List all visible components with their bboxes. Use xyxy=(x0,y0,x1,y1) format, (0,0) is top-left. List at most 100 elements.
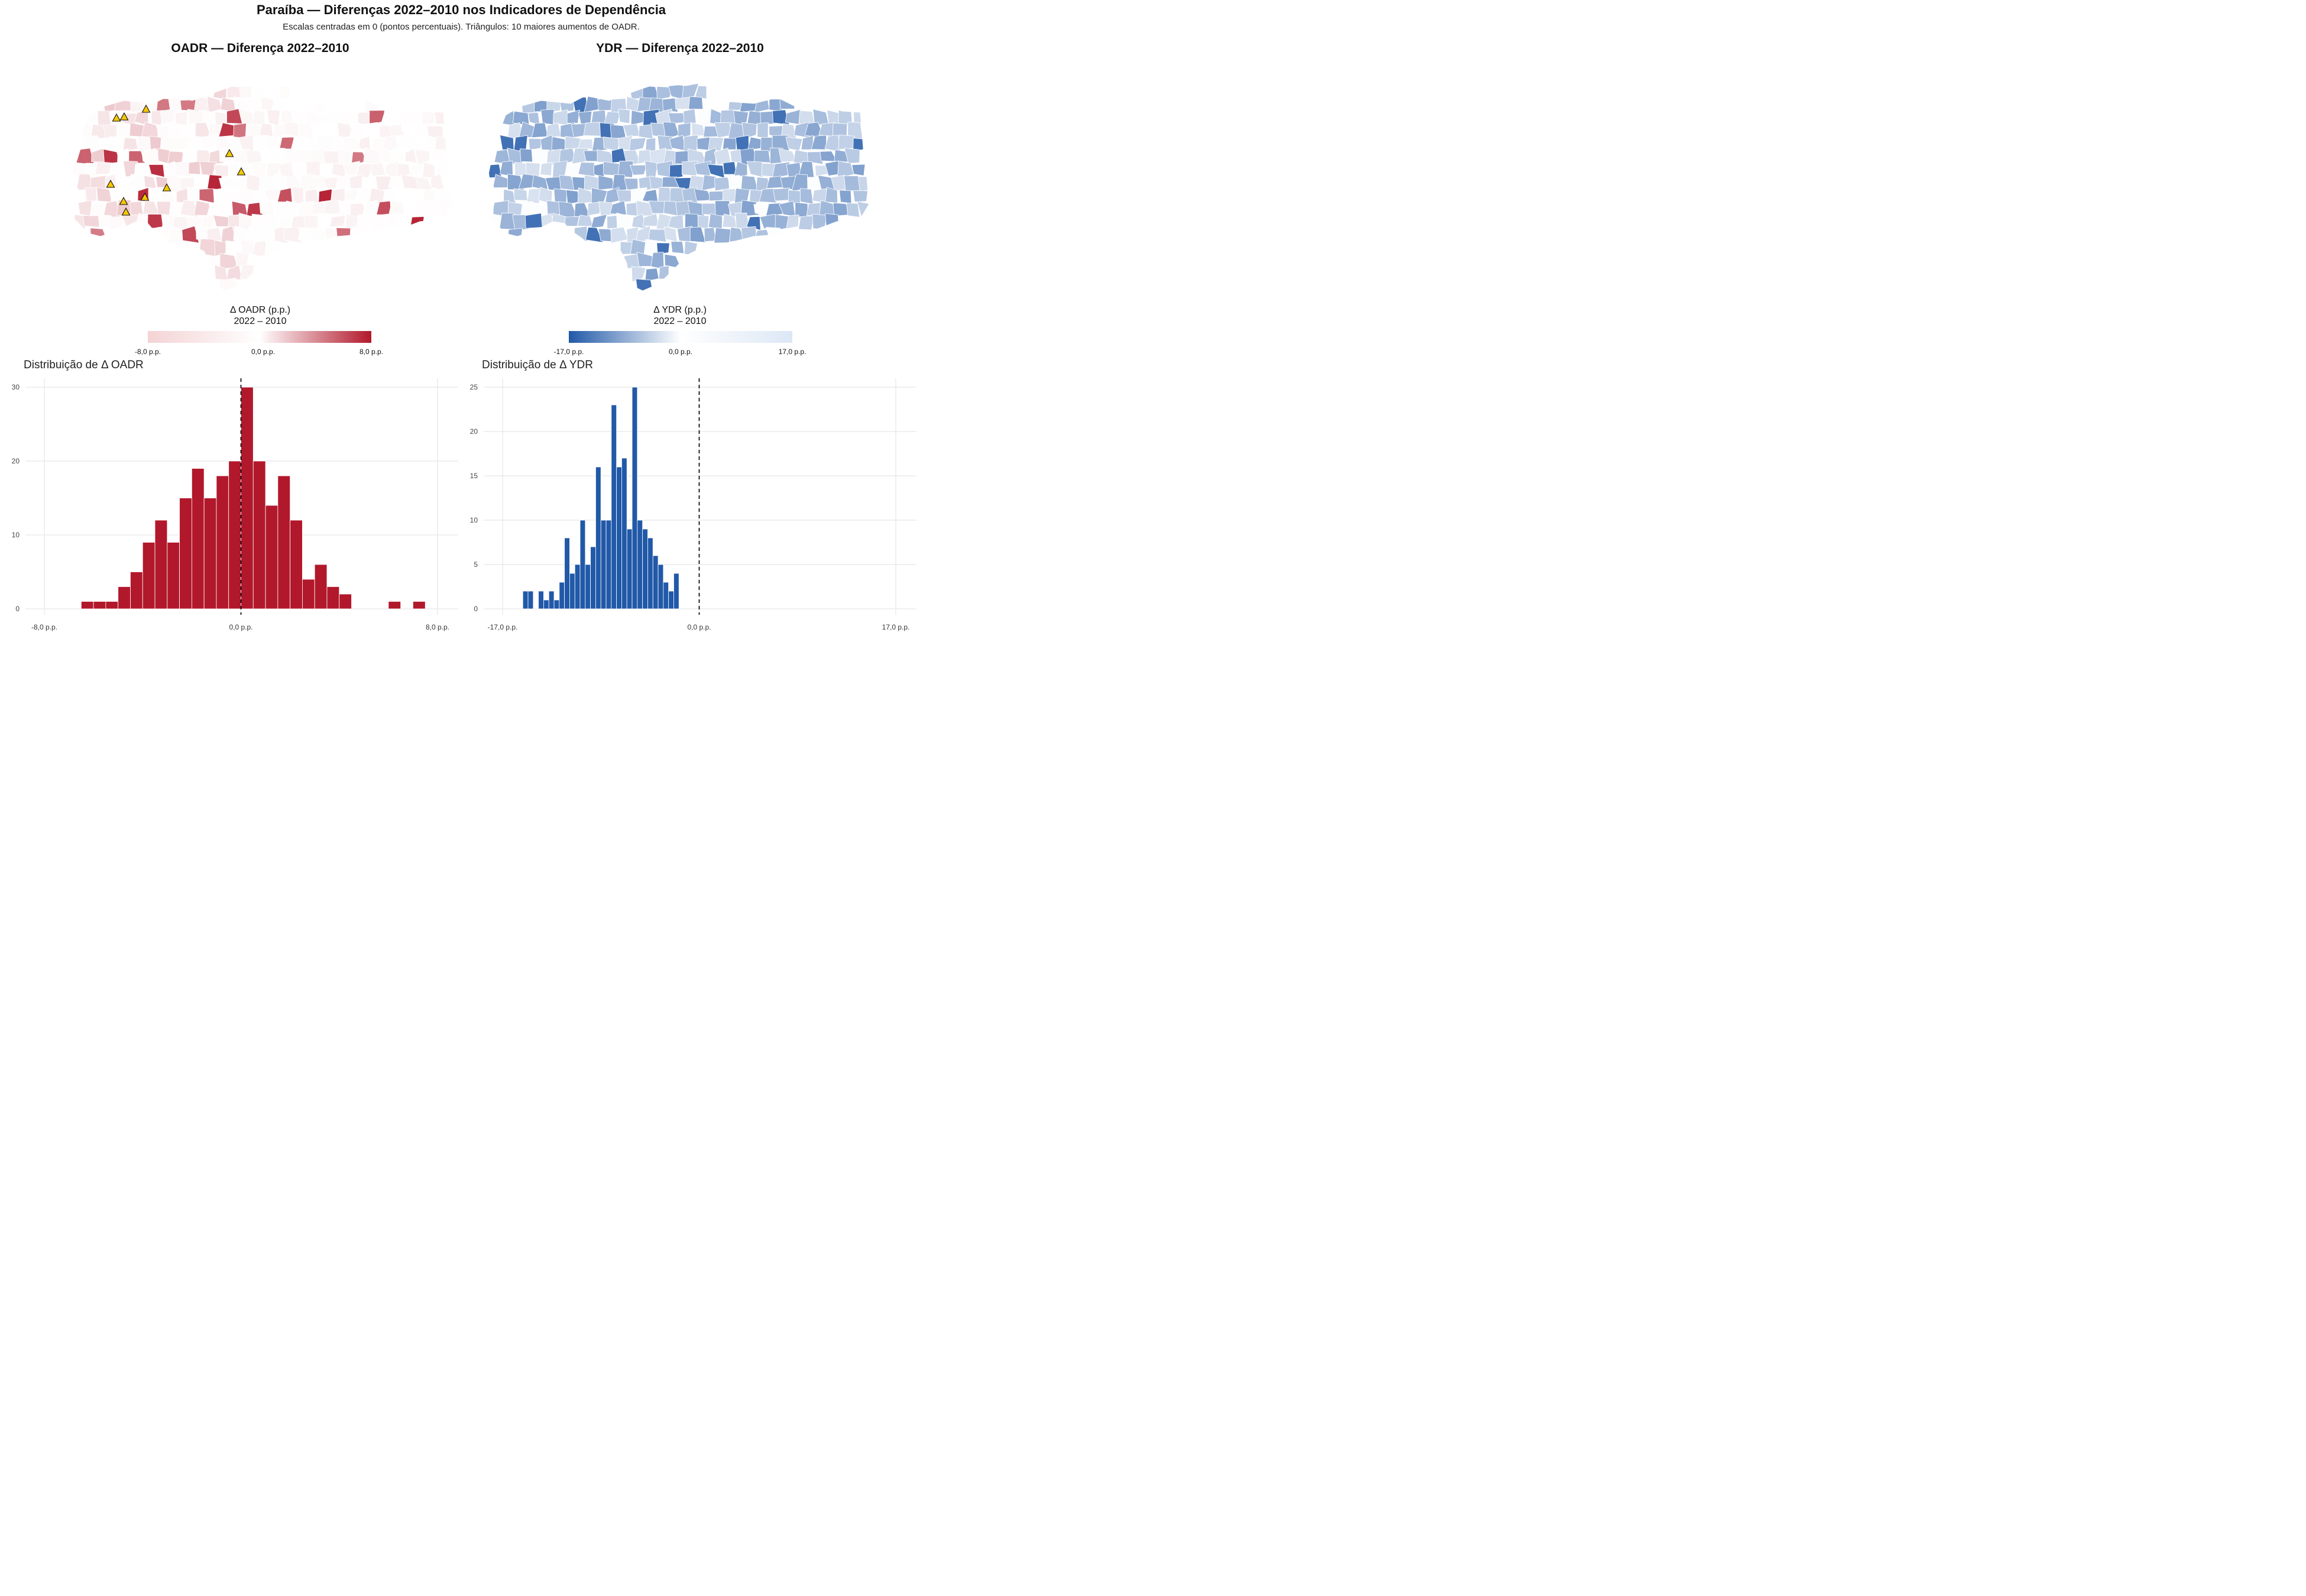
ydr-histogram-bar xyxy=(631,387,638,609)
oadr-municipality xyxy=(409,111,424,124)
ydr-histogram-bar xyxy=(543,599,549,609)
oadr-municipality xyxy=(284,121,302,137)
ydr-municipality xyxy=(611,174,627,192)
ydr-x-tick-label: -17,0 p.p. xyxy=(488,623,518,631)
ydr-municipality xyxy=(811,135,827,150)
oadr-municipality xyxy=(344,137,360,153)
oadr-municipality xyxy=(415,177,433,192)
oadr-legend-title: Δ OADR (p.p.) 2022 – 2010 xyxy=(30,304,491,327)
ydr-municipality xyxy=(644,160,659,178)
oadr-municipality xyxy=(95,161,112,175)
ydr-histogram-bar xyxy=(668,591,674,609)
oadr-municipality xyxy=(195,122,212,138)
oadr-municipality xyxy=(266,109,281,126)
oadr-municipality xyxy=(116,125,133,138)
oadr-municipality xyxy=(245,96,264,112)
oadr-municipality xyxy=(134,163,149,176)
oadr-municipality xyxy=(213,164,229,178)
oadr-municipality xyxy=(167,122,184,138)
ydr-municipality xyxy=(528,138,542,151)
ydr-municipality xyxy=(798,110,815,125)
oadr-map-title: OADR — Diferença 2022–2010 xyxy=(171,41,349,55)
ydr-municipality xyxy=(658,265,669,280)
ydr-histogram-bar xyxy=(579,520,586,609)
ydr-histogram-bar xyxy=(538,591,544,609)
oadr-municipality xyxy=(331,136,344,150)
ydr-y-tick-label: 15 xyxy=(470,472,478,480)
ydr-histogram-bar xyxy=(616,466,622,609)
ydr-municipality xyxy=(807,151,824,165)
oadr-municipality xyxy=(293,136,306,150)
oadr-municipality xyxy=(228,162,240,179)
ydr-municipality xyxy=(773,187,790,202)
oadr-y-tick-label: 30 xyxy=(12,383,20,391)
ydr-y-tick-label: 20 xyxy=(470,427,478,436)
oadr-top-increase-marker xyxy=(225,148,234,157)
oadr-municipality xyxy=(174,161,191,177)
ydr-histogram-bar xyxy=(647,537,653,609)
ydr-municipality xyxy=(799,188,814,205)
oadr-municipality xyxy=(433,187,451,204)
oadr-legend-title-line1: Δ OADR (p.p.) xyxy=(229,305,291,315)
ydr-municipality xyxy=(846,202,860,218)
oadr-municipality xyxy=(85,187,98,203)
oadr-histogram-bar xyxy=(105,601,119,609)
oadr-municipality xyxy=(128,150,145,164)
ydr-municipality xyxy=(779,98,795,109)
ydr-histogram-bar xyxy=(621,458,627,609)
ydr-municipality xyxy=(795,202,808,218)
ydr-histogram-bar xyxy=(642,528,648,609)
oadr-municipality xyxy=(409,163,424,176)
ydr-histogram-bar xyxy=(637,520,643,609)
oadr-histogram-bar xyxy=(388,601,401,609)
oadr-municipality xyxy=(199,238,216,257)
oadr-municipality xyxy=(423,135,436,151)
oadr-municipality xyxy=(82,109,98,122)
ydr-municipality xyxy=(598,175,615,190)
ydr-municipality xyxy=(629,137,646,152)
oadr-municipality xyxy=(213,83,227,100)
oadr-municipality xyxy=(385,213,399,229)
ydr-municipality xyxy=(759,213,777,229)
ydr-legend-title-line1: Δ YDR (p.p.) xyxy=(653,305,707,315)
oadr-municipality xyxy=(182,225,200,244)
oadr-municipality xyxy=(303,215,319,229)
oadr-municipality xyxy=(397,163,411,177)
ydr-municipality xyxy=(553,109,568,126)
ydr-municipality xyxy=(559,174,577,191)
oadr-municipality xyxy=(245,150,263,164)
ydr-municipality xyxy=(671,241,685,254)
oadr-municipality xyxy=(251,213,268,229)
oadr-municipality xyxy=(291,161,306,177)
oadr-top-increase-marker xyxy=(162,183,171,192)
ydr-municipality xyxy=(760,111,776,125)
oadr-municipality xyxy=(253,135,270,153)
ydr-legend-tick-max: 17,0 p.p. xyxy=(778,348,807,356)
oadr-municipality xyxy=(323,150,339,164)
oadr-colorbar xyxy=(148,331,371,343)
ydr-municipality xyxy=(594,163,605,178)
oadr-municipality xyxy=(160,108,176,124)
oadr-municipality xyxy=(137,136,152,153)
ydr-municipality xyxy=(574,226,588,244)
oadr-x-tick-label: -8,0 p.p. xyxy=(31,623,57,631)
oadr-municipality xyxy=(199,188,215,203)
ydr-municipality xyxy=(746,161,763,178)
oadr-municipality xyxy=(226,264,242,280)
oadr-legend-title-line2: 2022 – 2010 xyxy=(234,316,287,326)
oadr-municipality xyxy=(297,228,313,242)
oadr-municipality xyxy=(157,124,171,138)
oadr-histogram-bar xyxy=(80,601,94,609)
ydr-municipality xyxy=(825,187,838,203)
ydr-histogram-bar xyxy=(652,555,659,609)
oadr-municipality xyxy=(297,201,315,218)
oadr-municipality xyxy=(77,199,92,216)
oadr-histogram-bar xyxy=(277,475,291,609)
ydr-municipality xyxy=(701,174,717,191)
ydr-municipality xyxy=(499,160,513,177)
oadr-choropleth-map xyxy=(70,81,453,291)
oadr-municipality xyxy=(84,135,99,151)
ydr-municipality xyxy=(857,201,869,217)
oadr-municipality xyxy=(335,174,355,190)
ydr-municipality xyxy=(753,150,771,163)
